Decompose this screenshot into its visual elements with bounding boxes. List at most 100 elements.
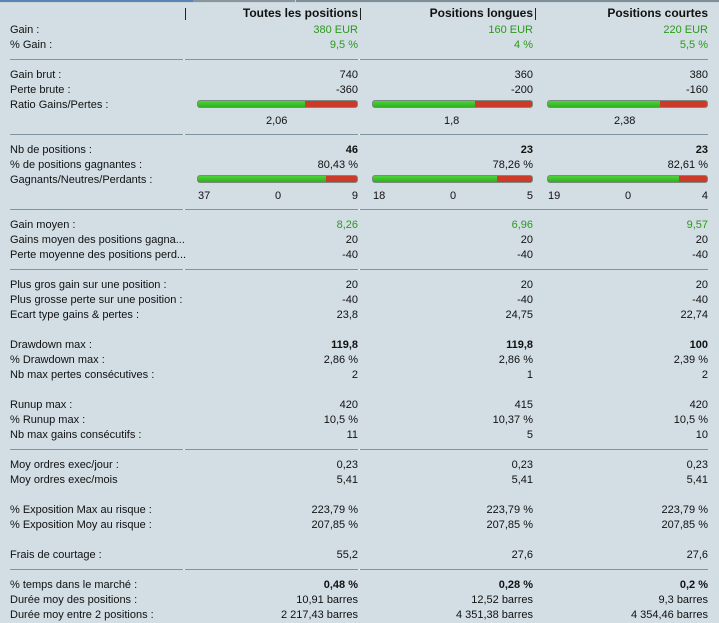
tab-active-indicator[interactable] [0,0,193,2]
row-label: Durée moy entre 2 positions : [10,609,154,621]
column-header-all[interactable]: Toutes les positions [242,6,358,20]
gnp-bar-all [197,175,358,183]
value-long: 12,52 barres [471,594,533,606]
row-pct-runup-max: % Runup max : 10,5 % 10,37 % 10,5 % [0,413,719,428]
value-all: 8,26 [336,219,358,231]
value-all: 55,2 [336,549,358,561]
column-header-row: Toutes les positions Positions longues P… [0,6,719,22]
ratio-value-long: 1,8 [444,115,460,127]
value-all: 10,5 % [323,414,358,426]
value-all: 5,41 [336,474,358,486]
row-label: Perte brute : [10,84,71,96]
value-all: 20 [345,279,358,291]
value-long: 27,6 [511,549,533,561]
row-label: % de positions gagnantes : [10,159,143,171]
value-long: 78,26 % [492,159,533,171]
value-short: 0,23 [686,459,708,471]
row-label: % Drawdown max : [10,354,105,366]
value-short: 10,5 % [673,414,708,426]
row-gnp-counts: 37 0 9 18 0 5 19 0 4 [0,189,719,204]
value-short: 0,2 % [679,579,708,591]
value-long: -40 [517,294,533,306]
value-short: 9,3 barres [658,594,708,606]
value-all: 380 EUR [313,24,358,36]
value-long: 10,37 % [492,414,533,426]
column-header-short[interactable]: Positions courtes [607,6,708,20]
row-gain: Gain : 380 EUR 160 EUR 220 EUR [0,23,719,38]
value-short: 380 [689,69,708,81]
ratio-bar-short [547,100,708,108]
row-label: % Gain : [10,39,53,51]
losers-all: 9 [351,190,358,202]
row-label: Moy ordres exec/mois [10,474,118,486]
row-label: Gain moyen : [10,219,76,231]
row-label: Gain brut : [10,69,62,81]
column-resize-handle[interactable] [185,8,186,20]
row-gains-moyen-gagnantes: Gains moyen des positions gagna... 20 20… [0,233,719,248]
value-all: 0,48 % [323,579,358,591]
tab-strip [0,0,719,3]
value-short: 220 EUR [663,24,708,36]
value-short: 9,57 [686,219,708,231]
row-runup-max: Runup max : 420 415 420 [0,398,719,413]
bar-winners-fill [548,176,680,182]
value-all: 420 [339,399,358,411]
value-short: 5,5 % [679,39,708,51]
row-label: Plus grosse perte sur une position : [10,294,183,306]
value-long: 5 [526,429,533,441]
value-long: -40 [517,249,533,261]
row-label: Nb de positions : [10,144,92,156]
row-pct-gain: % Gain : 9,5 % 4 % 5,5 % [0,38,719,53]
neutral-short: 0 [625,190,632,202]
value-short: -160 [685,84,708,96]
bar-winners-fill [373,176,498,182]
tab-indicator[interactable] [296,0,719,2]
value-long: 223,79 % [486,504,533,516]
row-gain-brut: Gain brut : 740 360 380 [0,68,719,83]
column-resize-handle[interactable] [360,8,361,20]
value-long: -200 [510,84,533,96]
column-resize-handle[interactable] [535,8,536,20]
losers-long: 5 [526,190,533,202]
value-all: 207,85 % [311,519,358,531]
row-duree-moy-entre: Durée moy entre 2 positions : 2 217,43 b… [0,608,719,623]
value-all: -40 [342,294,358,306]
value-short: 100 [689,339,708,351]
value-long: 119,8 [506,339,533,351]
section-divider [10,209,708,210]
gnp-bar-long [372,175,533,183]
value-short: 207,85 % [661,519,708,531]
row-label: Nb max gains consécutifs : [10,429,142,441]
value-long: 6,96 [511,219,533,231]
row-moy-ordres-jour: Moy ordres exec/jour : 0,23 0,23 0,23 [0,458,719,473]
section-divider [10,134,708,135]
value-all: 9,5 % [329,39,358,51]
value-all: 10,91 barres [296,594,358,606]
row-label: Nb max pertes consécutives : [10,369,155,381]
value-all: 80,43 % [317,159,358,171]
row-perte-moyenne-perdantes: Perte moyenne des positions perd... -40 … [0,248,719,263]
row-expo-moy: % Exposition Moy au risque : 207,85 % 20… [0,518,719,533]
row-frais-courtage: Frais de courtage : 55,2 27,6 27,6 [0,548,719,563]
value-long: 20 [520,234,533,246]
row-drawdown-max: Drawdown max : 119,8 119,8 100 [0,338,719,353]
value-short: 10 [695,429,708,441]
value-short: 22,74 [680,309,708,321]
row-label: % Exposition Moy au risque : [10,519,152,531]
row-label: % Runup max : [10,414,86,426]
row-label: Ratio Gains/Pertes : [10,99,109,111]
value-long: 4 351,38 barres [455,609,533,621]
column-header-long[interactable]: Positions longues [429,6,533,20]
row-perte-brute: Perte brute : -360 -200 -160 [0,83,719,98]
losers-short: 4 [701,190,708,202]
ratio-bar-long [372,100,533,108]
value-all: 119,8 [331,339,358,351]
value-long: 415 [514,399,533,411]
value-short: -40 [692,249,708,261]
value-long: 0,23 [511,459,533,471]
tab-indicator[interactable] [193,0,295,2]
row-label: Ecart type gains & pertes : [10,309,140,321]
value-long: 1 [526,369,533,381]
value-all: -360 [335,84,358,96]
row-label: % temps dans le marché : [10,579,138,591]
